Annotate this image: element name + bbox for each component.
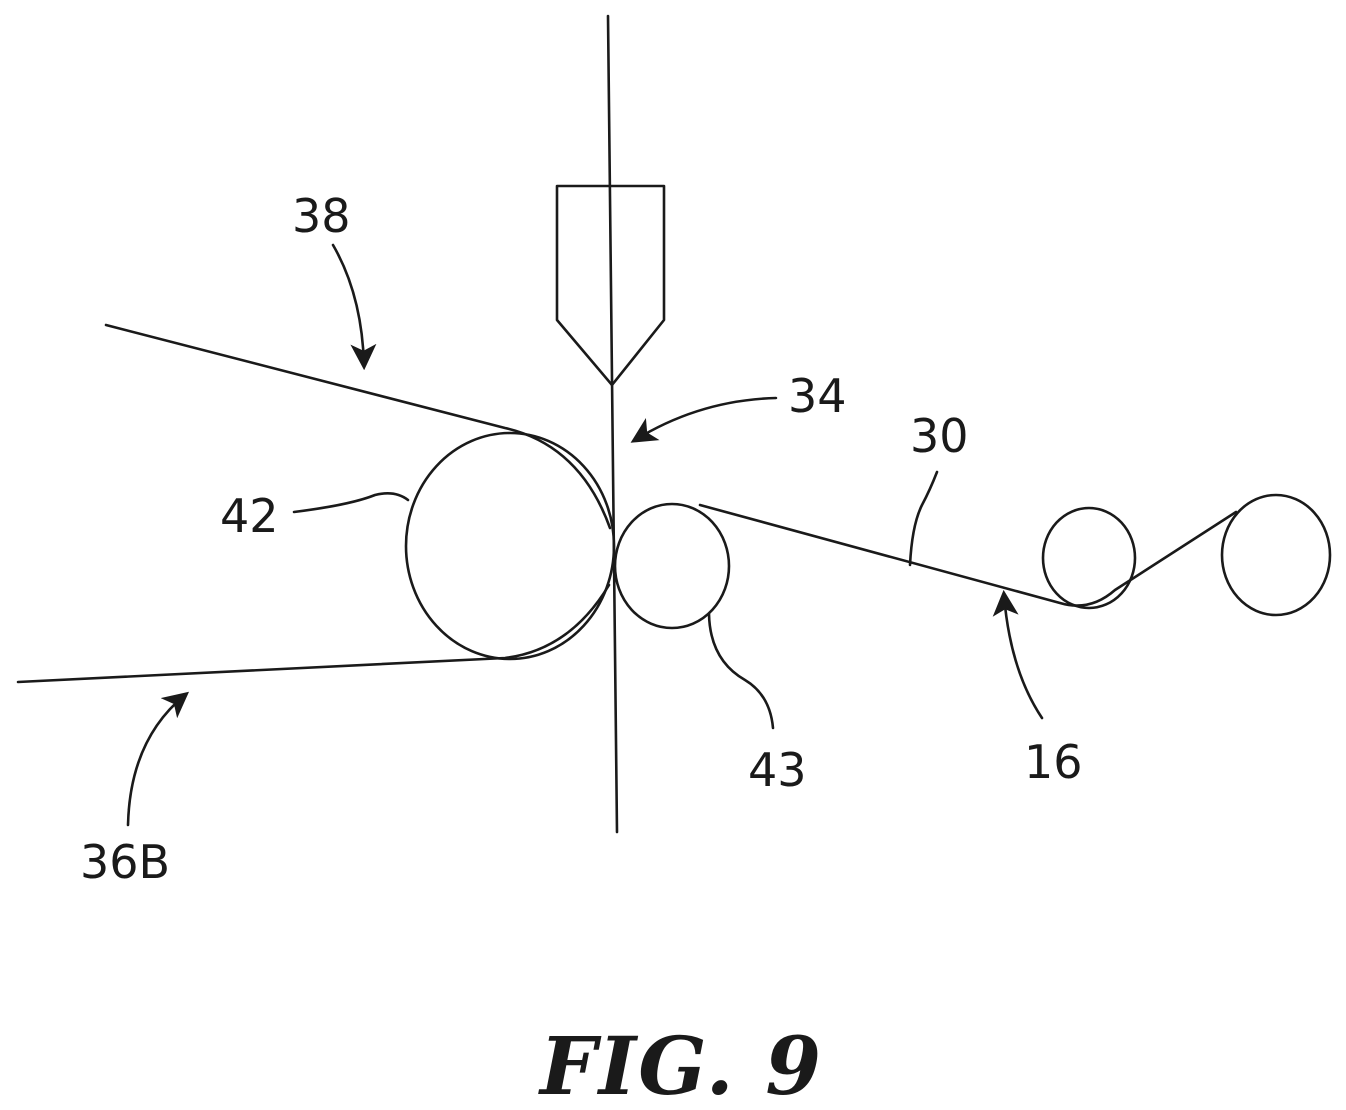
label-36b: 36B: [80, 835, 170, 889]
roll-42: [406, 433, 614, 659]
leader-43: [709, 614, 773, 728]
guide-roll-right: [1222, 495, 1330, 615]
lower-web-36b: [18, 585, 609, 682]
leader-34: [635, 398, 776, 440]
guide-roll-left: [1043, 508, 1135, 608]
label-30: 30: [910, 409, 969, 463]
leader-16: [1004, 595, 1042, 718]
figure-caption: FIG. 9: [538, 1019, 823, 1110]
label-38: 38: [292, 189, 351, 243]
roll-43: [615, 504, 729, 628]
vertical-fiber-line: [608, 16, 617, 832]
leader-30: [910, 472, 937, 565]
label-42: 42: [220, 489, 279, 543]
label-34: 34: [788, 369, 847, 423]
label-43: 43: [748, 743, 807, 797]
leader-36b: [128, 695, 185, 825]
output-web-30: [700, 505, 1236, 606]
leader-38: [333, 245, 364, 365]
leader-42: [294, 493, 408, 512]
upper-web-38: [106, 325, 610, 528]
label-16: 16: [1024, 735, 1083, 789]
